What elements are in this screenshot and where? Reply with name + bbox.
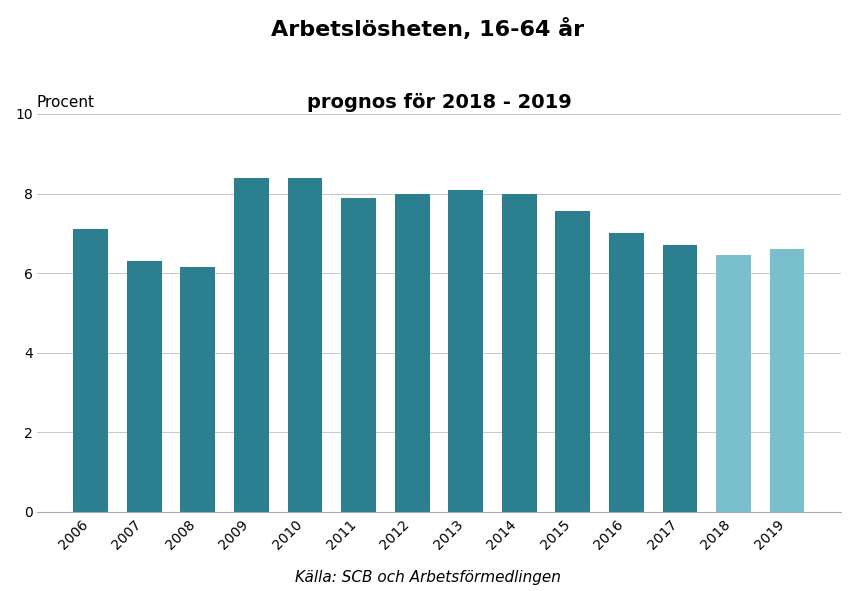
Bar xyxy=(74,229,108,512)
Bar xyxy=(502,193,537,512)
Bar xyxy=(716,255,751,512)
Bar xyxy=(181,267,215,512)
Bar xyxy=(288,178,323,512)
Bar xyxy=(556,212,590,512)
Bar xyxy=(770,249,805,512)
Text: Källa: SCB och Arbetsförmedlingen: Källa: SCB och Arbetsförmedlingen xyxy=(295,570,561,585)
Bar xyxy=(342,197,376,512)
Text: Arbetslösheten, 16-64 år: Arbetslösheten, 16-64 år xyxy=(271,18,585,40)
Bar xyxy=(449,190,483,512)
Text: Procent: Procent xyxy=(37,95,95,110)
Bar xyxy=(395,193,430,512)
Bar xyxy=(663,245,698,512)
Title: prognos för 2018 - 2019: prognos för 2018 - 2019 xyxy=(306,93,571,112)
Bar xyxy=(609,233,644,512)
Bar xyxy=(127,261,162,512)
Bar xyxy=(234,178,269,512)
